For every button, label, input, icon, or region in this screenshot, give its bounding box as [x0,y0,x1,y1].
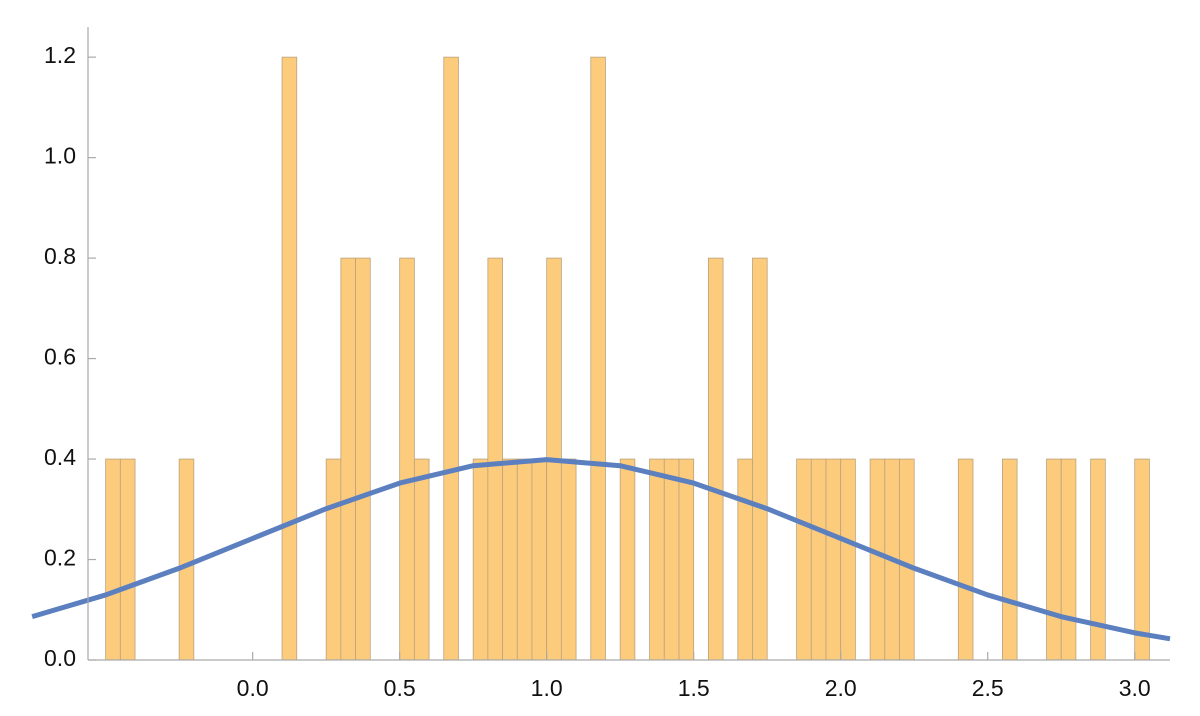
bar [737,458,753,661]
bar [1134,458,1150,661]
bar [399,257,415,661]
bar [340,257,356,661]
bar [443,56,459,661]
x-tick-label: 2.5 [972,675,1004,701]
bar [796,458,812,661]
bar [663,458,680,661]
x-tick-label: 3.0 [1119,675,1151,701]
bar [619,458,636,661]
bar [1060,458,1077,661]
y-tick-label: 1.0 [44,143,76,169]
bar [707,257,724,661]
bar [957,458,974,661]
bar [678,458,695,661]
bar [355,257,371,661]
bar [516,458,533,661]
bar [487,257,503,661]
bar [840,458,856,661]
y-tick-label: 0.4 [44,444,76,470]
bar [869,458,886,661]
bar [413,458,430,661]
x-tick-label: 0.0 [237,675,269,701]
bar [472,458,489,661]
y-tick-label: 1.2 [44,42,76,68]
curve [31,457,1171,642]
bar [899,458,915,661]
bar [825,458,842,661]
y-tick-label: 0.8 [44,243,76,269]
bar [1090,458,1106,661]
x-tick-label: 1.5 [678,675,710,701]
bar [810,458,827,661]
bar [502,458,518,661]
bar [1002,458,1018,661]
bar [560,458,577,661]
x-tick-label: 2.0 [825,675,857,701]
y-tick-label: 0.2 [44,545,76,571]
bar [325,458,342,661]
y-tick-label: 0.6 [44,344,76,370]
bar [105,458,121,661]
bar [531,458,548,661]
bar [1046,458,1062,661]
bar [752,257,768,661]
bar [281,56,298,661]
bar [119,458,136,661]
x-tick-label: 0.5 [384,675,416,701]
x-tick-label: 1.0 [531,675,563,701]
y-tick-label: 0.0 [44,645,76,671]
bar [178,458,195,661]
bar [590,56,606,661]
bar [649,458,665,661]
